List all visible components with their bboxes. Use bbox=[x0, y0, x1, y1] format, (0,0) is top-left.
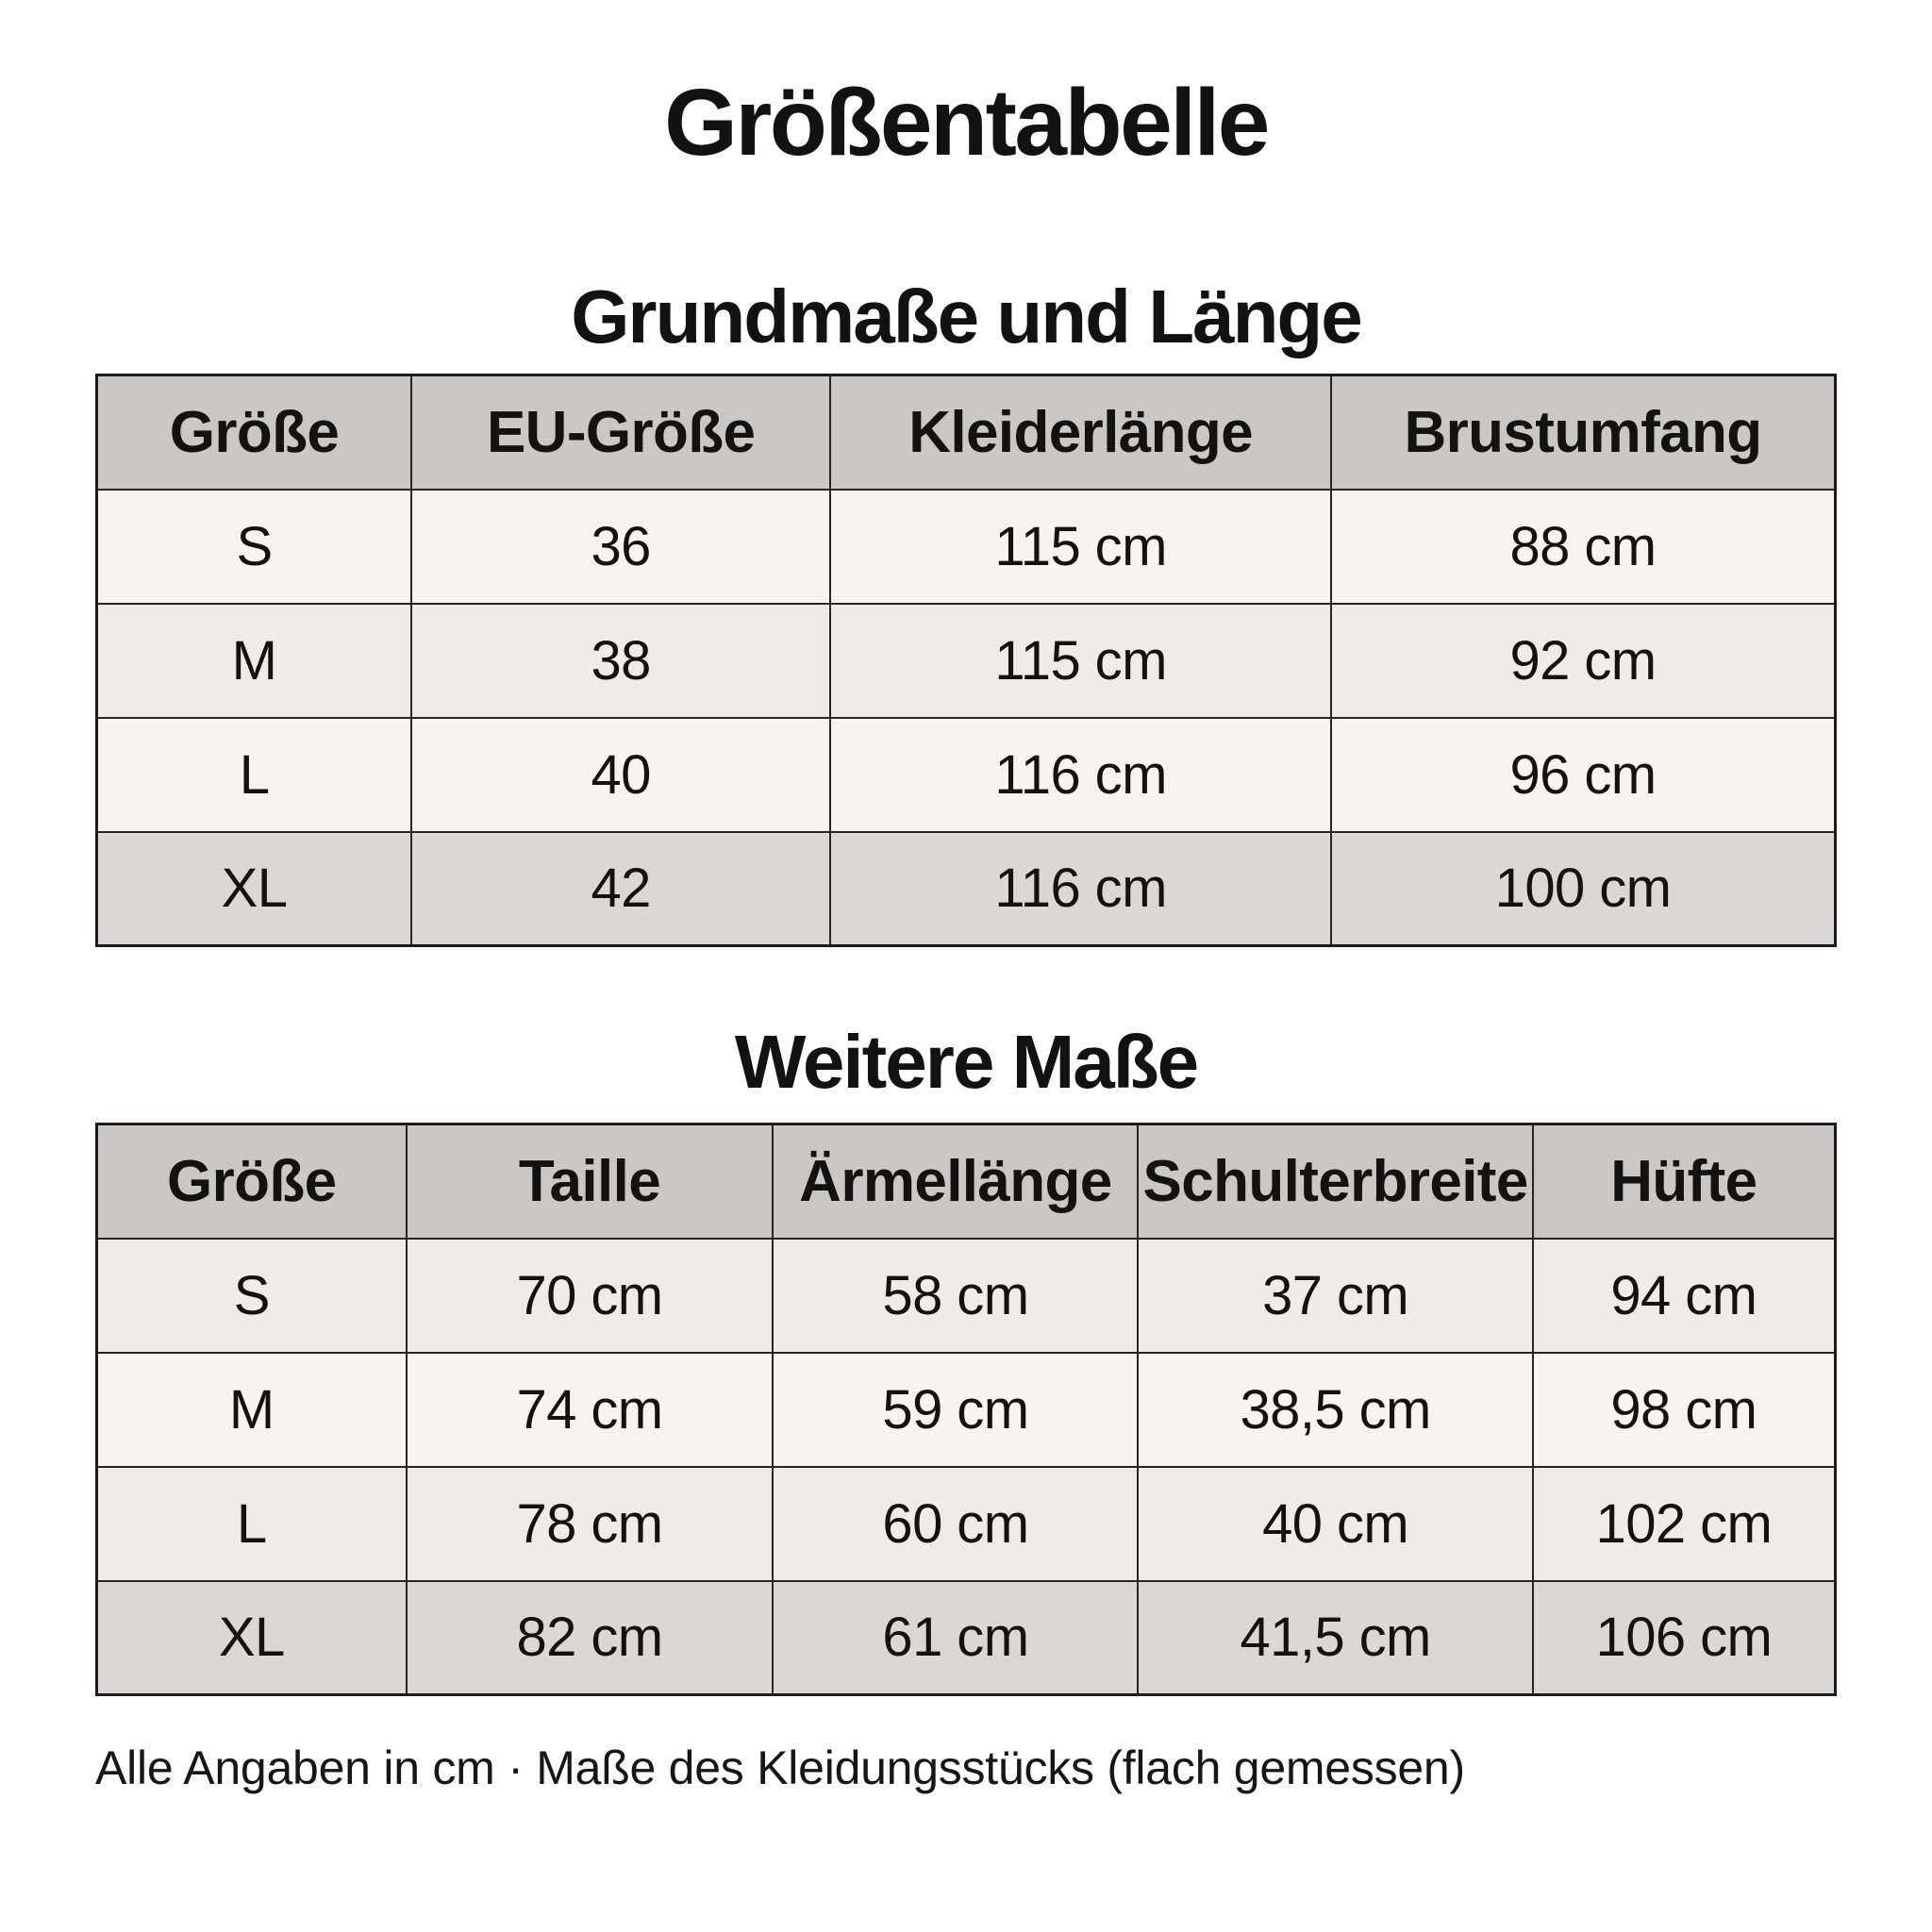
header-cell-shoulder-width: Schulterbreite bbox=[1137, 1123, 1534, 1240]
measure-cell: 58 cm bbox=[772, 1237, 1140, 1354]
measure-cell: 88 cm bbox=[1330, 488, 1837, 605]
measure-cell: 116 cm bbox=[829, 830, 1333, 947]
measure-cell: 42 bbox=[410, 830, 832, 947]
header-cell-eu-size: EU-Größe bbox=[410, 374, 832, 491]
table-row-l: L 78 cm 60 cm 40 cm 102 cm bbox=[95, 1465, 1837, 1582]
measure-cell: 36 bbox=[410, 488, 832, 605]
measure-cell: 41,5 cm bbox=[1137, 1579, 1534, 1696]
header-cell-size: Größe bbox=[95, 1123, 408, 1240]
basic-measurements-table: Größe EU-Größe Kleiderlänge Brustumfang … bbox=[95, 374, 1837, 947]
size-chart-sheet: Größentabelle Grundmaße und Länge Größe … bbox=[0, 66, 1932, 1932]
size-cell: L bbox=[95, 1465, 408, 1582]
table-row-m: M 38 115 cm 92 cm bbox=[95, 602, 1837, 719]
measure-cell: 100 cm bbox=[1330, 830, 1837, 947]
measure-cell: 38,5 cm bbox=[1137, 1351, 1534, 1468]
table-row-xl: XL 82 cm 61 cm 41,5 cm 106 cm bbox=[95, 1579, 1837, 1696]
basic-measurements-title: Grundmaße und Länge bbox=[571, 275, 1363, 358]
measure-cell: 38 bbox=[410, 602, 832, 719]
measure-cell: 70 cm bbox=[405, 1237, 774, 1354]
table-row-l: L 40 116 cm 96 cm bbox=[95, 716, 1837, 833]
size-cell: XL bbox=[95, 1579, 408, 1696]
measure-cell: 115 cm bbox=[829, 488, 1333, 605]
footer-note: Alle Angaben in cm · Maße des Kleidungss… bbox=[95, 1741, 1465, 1794]
size-cell: XL bbox=[95, 830, 413, 947]
table-row-m: M 74 cm 59 cm 38,5 cm 98 cm bbox=[95, 1351, 1837, 1468]
size-cell: L bbox=[95, 716, 413, 833]
measure-cell: 96 cm bbox=[1330, 716, 1837, 833]
measure-cell: 106 cm bbox=[1531, 1579, 1837, 1696]
measure-cell: 37 cm bbox=[1137, 1237, 1534, 1354]
table-header-row: Größe EU-Größe Kleiderlänge Brustumfang bbox=[95, 374, 1837, 491]
measure-cell: 74 cm bbox=[405, 1351, 774, 1468]
header-cell-sleeve-length: Ärmellänge bbox=[772, 1123, 1140, 1240]
table-row-s: S 70 cm 58 cm 37 cm 94 cm bbox=[95, 1237, 1837, 1354]
header-cell-waist: Taille bbox=[405, 1123, 774, 1240]
measure-cell: 60 cm bbox=[772, 1465, 1140, 1582]
table-header-row: Größe Taille Ärmellänge Schulterbreite H… bbox=[95, 1123, 1837, 1240]
header-cell-hip: Hüfte bbox=[1531, 1123, 1837, 1240]
header-cell-dress-length: Kleiderlänge bbox=[829, 374, 1333, 491]
measure-cell: 40 bbox=[410, 716, 832, 833]
measure-cell: 94 cm bbox=[1531, 1237, 1837, 1354]
measure-cell: 40 cm bbox=[1137, 1465, 1534, 1582]
measure-cell: 92 cm bbox=[1330, 602, 1837, 719]
measure-cell: 59 cm bbox=[772, 1351, 1140, 1468]
measure-cell: 102 cm bbox=[1531, 1465, 1837, 1582]
additional-measurements-title: Weitere Maße bbox=[734, 1020, 1199, 1104]
measure-cell: 116 cm bbox=[829, 716, 1333, 833]
header-cell-size: Größe bbox=[95, 374, 413, 491]
measure-cell: 78 cm bbox=[405, 1465, 774, 1582]
table-row-s: S 36 115 cm 88 cm bbox=[95, 488, 1837, 605]
size-cell: S bbox=[95, 1237, 408, 1354]
measure-cell: 98 cm bbox=[1531, 1351, 1837, 1468]
measure-cell: 82 cm bbox=[405, 1579, 774, 1696]
size-cell: M bbox=[95, 602, 413, 719]
size-cell: S bbox=[95, 488, 413, 605]
additional-measurements-table: Größe Taille Ärmellänge Schulterbreite H… bbox=[95, 1123, 1837, 1696]
page-title: Größentabelle bbox=[664, 70, 1270, 175]
measure-cell: 115 cm bbox=[829, 602, 1333, 719]
table-row-xl: XL 42 116 cm 100 cm bbox=[95, 830, 1837, 947]
measure-cell: 61 cm bbox=[772, 1579, 1140, 1696]
header-cell-chest: Brustumfang bbox=[1330, 374, 1837, 491]
size-cell: M bbox=[95, 1351, 408, 1468]
